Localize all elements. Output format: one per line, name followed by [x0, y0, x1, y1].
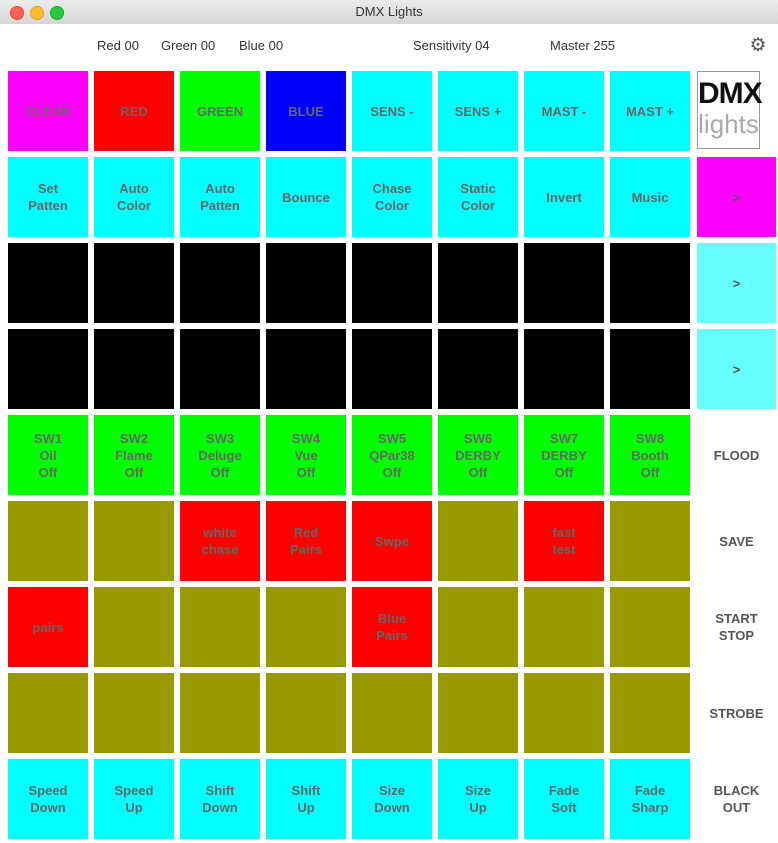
grid-button-r9-c1[interactable]: Speed Down	[8, 759, 88, 839]
grid-button-r5-c5[interactable]: SW5 QPar38 Off	[352, 415, 432, 495]
save-button[interactable]: SAVE	[719, 533, 754, 549]
grid-button-r6-c6[interactable]	[438, 501, 518, 581]
minimize-window-button[interactable]	[30, 6, 44, 20]
grid-button-r9-c8[interactable]: Fade Sharp	[610, 759, 690, 839]
grid-button-r7-c1[interactable]: pairs	[8, 587, 88, 667]
grid-button-r3-c4[interactable]	[266, 243, 346, 323]
window-title: DMX Lights	[355, 4, 423, 19]
black-out-button[interactable]: BLACK OUT	[713, 783, 760, 815]
grid-button-r9-c5[interactable]: Size Down	[352, 759, 432, 839]
sensitivity-readout: Sensitivity 04	[413, 38, 490, 53]
grid-button-r2-c4[interactable]: Bounce	[266, 157, 346, 237]
next-page-button-1[interactable]: >	[697, 157, 776, 237]
grid-button-r5-c7[interactable]: SW7 DERBY Off	[524, 415, 604, 495]
grid-button-r3-c8[interactable]	[610, 243, 690, 323]
dmx-lights-logo: DMX lights	[697, 71, 763, 149]
grid-button-r8-c6[interactable]	[438, 673, 518, 753]
grid-button-r8-c2[interactable]	[94, 673, 174, 753]
next-page-button-2[interactable]: >	[697, 243, 776, 323]
grid-button-r7-c3[interactable]	[180, 587, 260, 667]
grid-button-r1-c7[interactable]: MAST -	[524, 71, 604, 151]
grid-button-r1-c1[interactable]: CLEAR	[8, 71, 88, 151]
grid-button-r8-c8[interactable]	[610, 673, 690, 753]
grid-button-r7-c5[interactable]: Blue Pairs	[352, 587, 432, 667]
grid-button-r9-c4[interactable]: Shift Up	[266, 759, 346, 839]
grid-button-r4-c2[interactable]	[94, 329, 174, 409]
grid-button-r1-c6[interactable]: SENS +	[438, 71, 518, 151]
grid-button-r8-c4[interactable]	[266, 673, 346, 753]
grid-button-r7-c8[interactable]	[610, 587, 690, 667]
next-page-button-3[interactable]: >	[697, 329, 776, 409]
grid-button-r6-c4[interactable]: Red Pairs	[266, 501, 346, 581]
logo-text-dmx: DMX	[698, 77, 763, 110]
grid-button-r3-c3[interactable]	[180, 243, 260, 323]
grid-button-r6-c8[interactable]	[610, 501, 690, 581]
grid-button-r2-c7[interactable]: Invert	[524, 157, 604, 237]
grid-button-r8-c1[interactable]	[8, 673, 88, 753]
grid-button-r4-c1[interactable]	[8, 329, 88, 409]
grid-button-r4-c3[interactable]	[180, 329, 260, 409]
grid-button-r4-c6[interactable]	[438, 329, 518, 409]
start-stop-button[interactable]: START STOP	[715, 611, 758, 643]
grid-button-r4-c5[interactable]	[352, 329, 432, 409]
grid-button-r2-c1[interactable]: Set Patten	[8, 157, 88, 237]
grid-button-r2-c3[interactable]: Auto Patten	[180, 157, 260, 237]
grid-button-r1-c2[interactable]: RED	[94, 71, 174, 151]
grid-button-r1-c3[interactable]: GREEN	[180, 71, 260, 151]
grid-button-r9-c3[interactable]: Shift Down	[180, 759, 260, 839]
grid-button-r4-c4[interactable]	[266, 329, 346, 409]
blue-level-readout: Blue 00	[239, 38, 284, 53]
close-window-button[interactable]	[10, 6, 24, 20]
grid-button-r4-c8[interactable]	[610, 329, 690, 409]
grid-button-r1-c8[interactable]: MAST +	[610, 71, 690, 151]
grid-button-r7-c6[interactable]	[438, 587, 518, 667]
grid-button-r3-c6[interactable]	[438, 243, 518, 323]
grid-button-r8-c5[interactable]	[352, 673, 432, 753]
grid-button-r5-c1[interactable]: SW1 Oil Off	[8, 415, 88, 495]
grid-button-r5-c8[interactable]: SW8 Booth Off	[610, 415, 690, 495]
strobe-button[interactable]: STROBE	[709, 705, 764, 721]
grid-button-r1-c5[interactable]: SENS -	[352, 71, 432, 151]
grid-button-r8-c3[interactable]	[180, 673, 260, 753]
grid-button-r6-c2[interactable]	[94, 501, 174, 581]
grid-button-r6-c1[interactable]	[8, 501, 88, 581]
zoom-window-button[interactable]	[50, 6, 64, 20]
grid-button-r5-c2[interactable]: SW2 Flame Off	[94, 415, 174, 495]
grid-button-r1-c4[interactable]: BLUE	[266, 71, 346, 151]
title-bar: DMX Lights	[0, 0, 778, 25]
red-level-readout: Red 00	[97, 38, 139, 53]
flood-button[interactable]: FLOOD	[713, 447, 760, 463]
grid-button-r7-c4[interactable]	[266, 587, 346, 667]
grid-button-r3-c5[interactable]	[352, 243, 432, 323]
grid-button-r6-c7[interactable]: fast test	[524, 501, 604, 581]
grid-button-r7-c2[interactable]	[94, 587, 174, 667]
grid-button-r7-c7[interactable]	[524, 587, 604, 667]
grid-button-r8-c7[interactable]	[524, 673, 604, 753]
grid-button-r5-c4[interactable]: SW4 Vue Off	[266, 415, 346, 495]
grid-button-r5-c6[interactable]: SW6 DERBY Off	[438, 415, 518, 495]
grid-button-r4-c7[interactable]	[524, 329, 604, 409]
main-content: Red 00 Green 00 Blue 00 Sensitivity 04 M…	[0, 24, 778, 843]
master-readout: Master 255	[550, 38, 616, 53]
grid-button-r9-c6[interactable]: Size Up	[438, 759, 518, 839]
green-level-readout: Green 00	[161, 38, 216, 53]
logo-text-lights: lights	[698, 109, 759, 139]
grid-button-r2-c2[interactable]: Auto Color	[94, 157, 174, 237]
grid-button-r3-c7[interactable]	[524, 243, 604, 323]
grid-button-r9-c2[interactable]: Speed Up	[94, 759, 174, 839]
grid-button-r6-c3[interactable]: white chase	[180, 501, 260, 581]
grid-button-r9-c7[interactable]: Fade Soft	[524, 759, 604, 839]
grid-button-r2-c8[interactable]: Music	[610, 157, 690, 237]
grid-button-r2-c6[interactable]: Static Color	[438, 157, 518, 237]
gear-icon[interactable]: ⚙	[749, 35, 767, 56]
grid-button-r6-c5[interactable]: Swpe	[352, 501, 432, 581]
grid-button-r3-c1[interactable]	[8, 243, 88, 323]
grid-button-r2-c5[interactable]: Chase Color	[352, 157, 432, 237]
grid-button-r3-c2[interactable]	[94, 243, 174, 323]
grid-button-r5-c3[interactable]: SW3 Deluge Off	[180, 415, 260, 495]
